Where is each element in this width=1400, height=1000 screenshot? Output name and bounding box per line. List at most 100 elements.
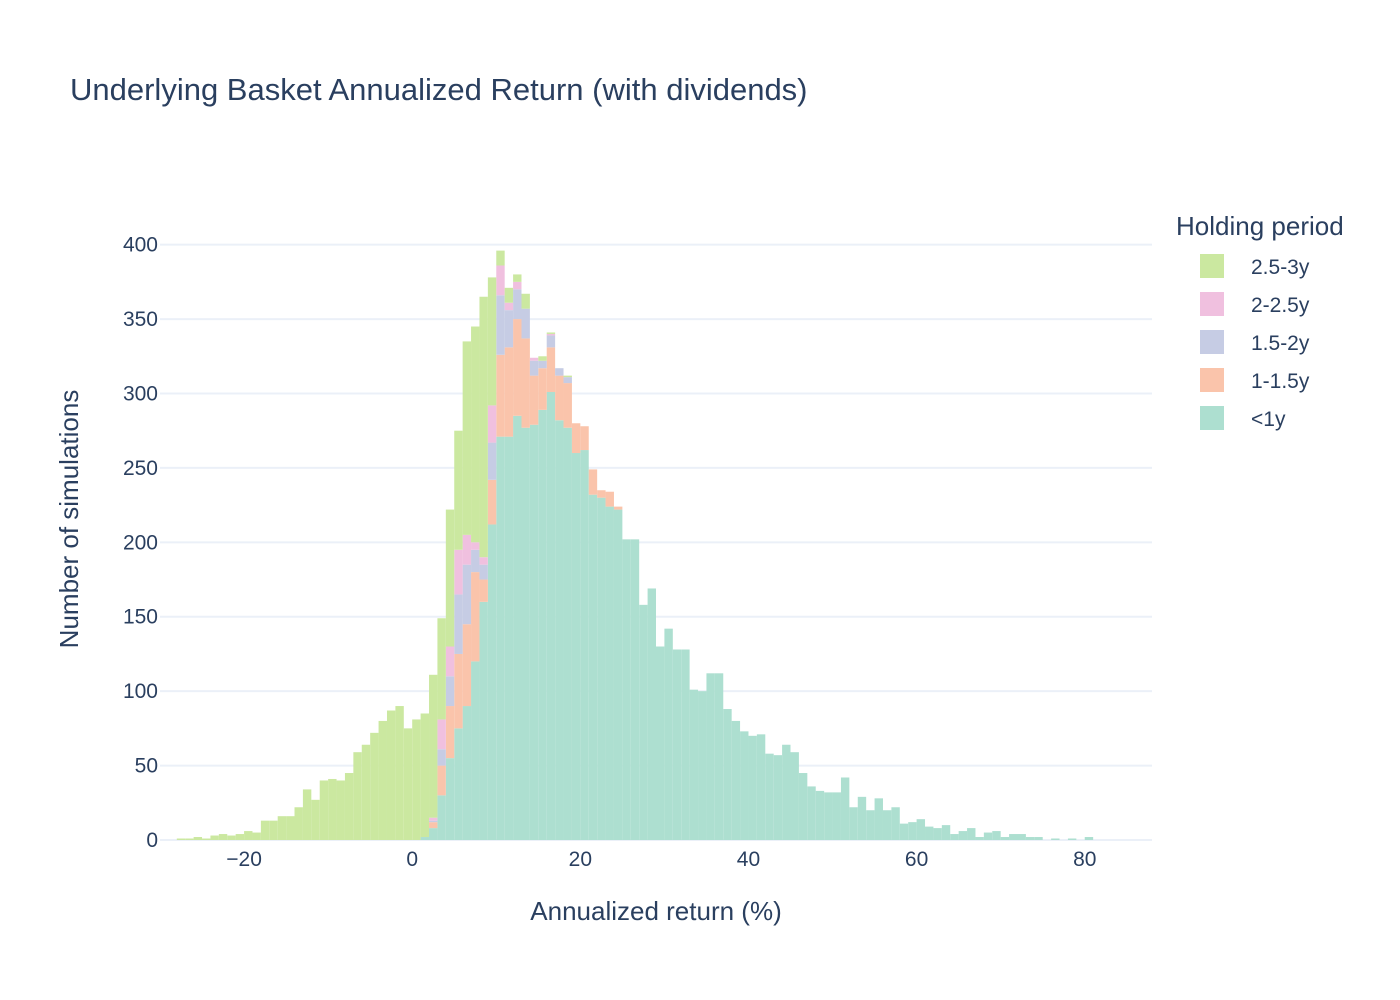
histogram-bar [445,509,455,647]
y-tick-label: 0 [146,829,158,852]
bars-layer [176,250,1094,840]
histogram-bar [748,735,757,840]
histogram-bar [656,646,665,840]
histogram-bar [891,807,900,840]
histogram-bar [471,661,480,840]
histogram-bar [429,820,438,823]
histogram-bar [487,277,497,406]
series-1-1.5y [429,319,623,829]
histogram-bar [563,377,572,384]
histogram-bar [504,347,514,437]
ticks-layer: 0 50 100 150 200 250 300 350 400 −20 0 20 40 60 80 [123,234,1096,871]
histogram-bar [210,835,219,840]
x-tick-label: 0 [406,848,418,871]
histogram-bar [983,832,993,840]
legend-swatch [1200,330,1224,354]
histogram-bar [454,653,463,729]
histogram-bar [1084,837,1094,840]
histogram-bar [555,420,564,840]
histogram-bar [731,720,741,840]
histogram-bar [244,831,253,840]
y-tick-label: 150 [123,606,158,629]
histogram-bar [756,734,766,840]
histogram-bar [538,409,547,840]
histogram-bar [218,834,228,840]
histogram-bar [344,773,354,840]
histogram-bar [471,549,480,573]
histogram-bar [445,676,455,707]
histogram-bar [496,436,505,840]
histogram-bar [647,588,656,840]
histogram-bar [479,557,488,565]
histogram-bar [849,807,858,840]
histogram-bar [471,542,480,550]
histogram-bar [555,375,564,421]
histogram-bar [487,442,497,480]
histogram-bar [504,310,514,348]
histogram-bar [689,689,699,840]
x-tick-label: 40 [737,848,760,871]
histogram-bar [546,335,556,348]
y-tick-label: 250 [123,457,158,480]
histogram-bar [790,752,799,840]
histogram-bar [504,302,514,311]
histogram-bar [529,375,539,425]
series-<1y [420,392,1094,840]
x-tick-label: 20 [569,848,592,871]
histogram-bar [504,287,514,303]
histogram-bar [546,332,556,334]
histogram-bar [941,825,951,840]
histogram-bar [336,780,345,840]
histogram-bar [420,837,430,840]
histogram-bar [597,497,606,840]
histogram-bar [235,834,245,840]
histogram-bar [269,820,278,840]
histogram-bar [807,786,816,840]
histogram-bar [513,289,522,320]
histogram-bar [454,594,463,654]
histogram-bar [429,822,438,829]
histogram-bar [824,792,833,840]
histogram-bar [437,618,446,720]
histogram-bar [513,274,522,282]
y-tick-label: 200 [123,531,158,554]
histogram-bar [521,293,530,309]
legend-label: <1y [1251,408,1286,431]
histogram-bar [580,450,589,840]
histogram-bar [798,773,808,840]
histogram-bar [454,549,463,595]
chart-title: Underlying Basket Annualized Return (wit… [70,72,808,107]
y-tick-label: 400 [123,234,158,257]
histogram-bar [605,491,614,507]
histogram-bar [462,564,472,625]
histogram-bar [899,823,909,840]
histogram-bar [370,732,379,840]
histogram-bar [286,816,295,840]
histogram-bar [454,728,463,840]
x-tick-label: 80 [1073,848,1096,871]
histogram-bar [529,360,539,376]
histogram-bar [513,281,522,290]
histogram-bar [176,838,186,840]
histogram-bar [882,810,892,840]
histogram-bar [773,755,783,840]
histogram-bar [378,720,387,840]
histogram-bar [353,752,362,840]
histogram-bar [437,749,446,766]
histogram-bar [765,753,774,840]
histogram-bar [185,838,194,840]
histogram-bar [479,579,488,602]
histogram-bar [698,691,707,840]
histogram-bar [613,509,623,840]
histogram-bar [706,673,715,840]
histogram-bar [1000,837,1010,840]
histogram-bar [588,469,598,495]
histogram-bar [260,820,270,840]
histogram-bar [580,426,589,451]
histogram-bar [412,719,421,840]
histogram-bar [840,777,850,840]
legend-label: 2-2.5y [1251,294,1310,317]
histogram-bar [967,828,976,840]
histogram-bar [916,819,926,840]
